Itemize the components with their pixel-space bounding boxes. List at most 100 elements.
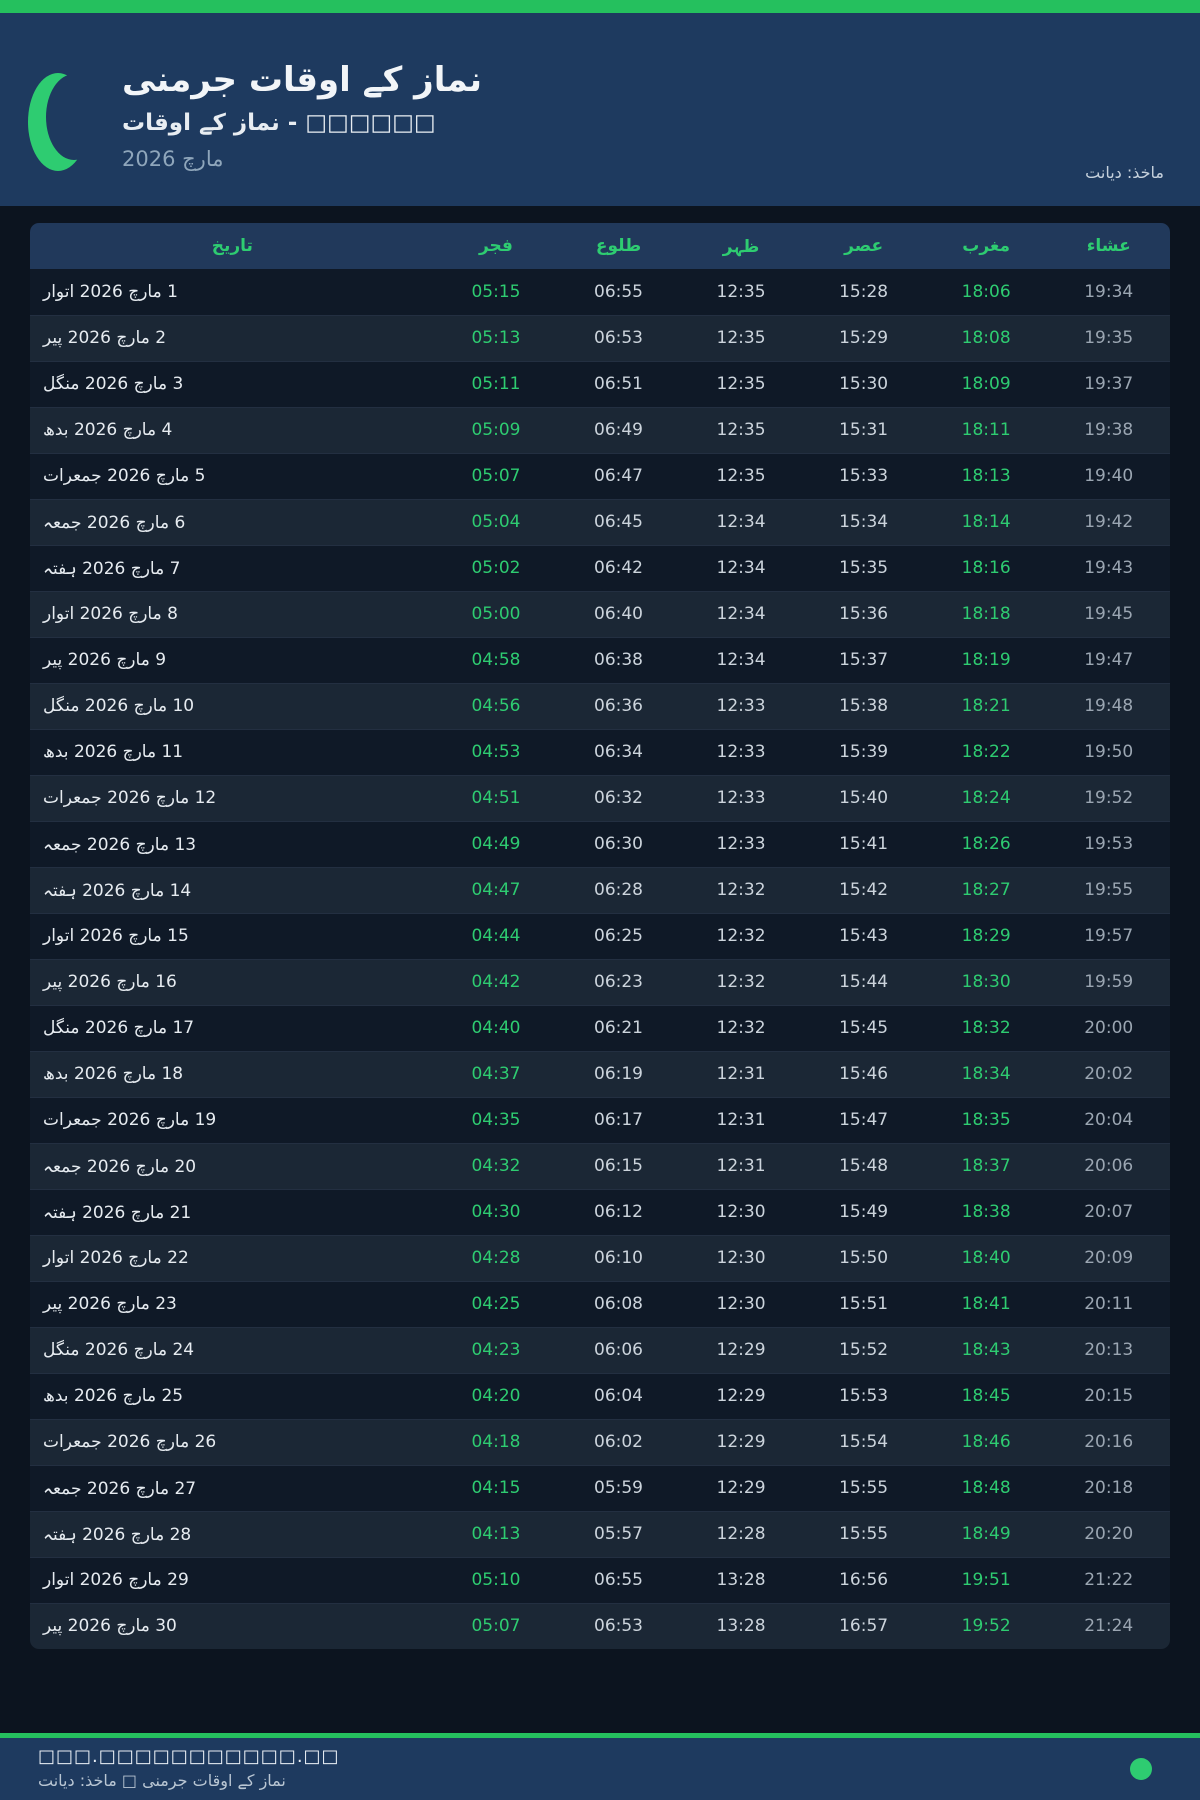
table-row: 20 مارچ 2026 جمعہ 04:32 06:15 12:31 15:48 18:… — [30, 1143, 1170, 1189]
column-header-5: مغرب — [924, 223, 1048, 269]
sunrise-time: 06:53 — [594, 328, 643, 348]
fajr-time: 04:30 — [471, 1202, 521, 1222]
zuhr-time: 12:34 — [716, 604, 766, 624]
date-cell: 14 مارچ 2026 ہفتہ — [43, 880, 192, 901]
asr-time: 15:28 — [839, 281, 889, 302]
isha-time: 21:22 — [1084, 1570, 1134, 1590]
asr-time: 15:52 — [839, 1340, 889, 1360]
asr-time: 15:34 — [839, 512, 889, 532]
sunrise-time: 06:32 — [594, 788, 643, 808]
sunrise-time: 06:04 — [594, 1386, 643, 1406]
zuhr-time: 12:29 — [716, 1340, 766, 1360]
table-row: 30 مارچ 2026 پیر 05:07 06:53 13:28 16:57 19:5… — [30, 1603, 1170, 1649]
asr-time: 15:55 — [839, 1478, 889, 1498]
maghrib-time: 18:43 — [961, 1340, 1011, 1360]
fajr-time: 05:00 — [471, 604, 521, 624]
table-row: 2 مارچ 2026 پیر 05:13 06:53 12:35 15:29 18:08… — [30, 315, 1170, 361]
asr-time: 15:47 — [839, 1110, 889, 1130]
isha-time: 19:48 — [1084, 696, 1134, 716]
maghrib-time: 18:21 — [961, 696, 1011, 716]
zuhr-time: 12:35 — [716, 281, 766, 302]
zuhr-time: 12:33 — [716, 834, 766, 854]
sunrise-time: 06:49 — [594, 420, 643, 440]
zuhr-time: 12:32 — [716, 926, 766, 946]
isha-time: 20:09 — [1084, 1248, 1134, 1268]
table-row: 7 مارچ 2026 ہفتہ 05:02 06:42 12:34 15:35 18:1… — [30, 545, 1170, 591]
sunrise-time: 06:38 — [594, 650, 643, 670]
column-header-6: عشاء — [1047, 223, 1170, 269]
fajr-time: 05:04 — [471, 512, 521, 532]
sunrise-time: 06:06 — [594, 1340, 643, 1360]
asr-time: 15:37 — [839, 650, 889, 670]
table-row: 26 مارچ 2026 جمعرات 04:18 06:02 12:29 15:54 1… — [30, 1419, 1170, 1465]
maghrib-time: 18:40 — [961, 1248, 1011, 1268]
maghrib-time: 18:46 — [961, 1432, 1011, 1452]
zuhr-time: 12:31 — [716, 1156, 766, 1176]
asr-time: 15:48 — [839, 1156, 889, 1176]
table-row: 25 مارچ 2026 بدھ 04:20 06:04 12:29 15:53 18:4… — [30, 1373, 1170, 1419]
maghrib-time: 18:34 — [961, 1064, 1011, 1084]
sunrise-time: 06:15 — [594, 1156, 643, 1176]
isha-time: 21:24 — [1084, 1616, 1134, 1637]
asr-time: 15:46 — [839, 1064, 889, 1084]
page-header: نماز کے اوقات جرمنی نماز کے اوقات - □□□□… — [0, 13, 1200, 206]
maghrib-time: 18:32 — [961, 1018, 1011, 1038]
fajr-time: 05:13 — [471, 328, 521, 348]
fajr-time: 05:11 — [471, 374, 521, 394]
zuhr-time: 12:29 — [716, 1478, 766, 1498]
fajr-time: 04:20 — [471, 1386, 521, 1406]
prayer-times-card: تاریخ فجر طلوع ظہر عصر مغرب عشاء 1 مارچ 2026 ا… — [30, 223, 1170, 1649]
crescent-moon-icon — [28, 73, 88, 171]
asr-time: 15:29 — [839, 328, 889, 348]
date-cell: 17 مارچ 2026 منگل — [43, 1018, 195, 1038]
sunrise-time: 06:51 — [594, 374, 643, 394]
maghrib-time: 18:37 — [961, 1156, 1011, 1176]
fajr-time: 04:13 — [471, 1524, 521, 1544]
zuhr-time: 12:32 — [716, 880, 766, 900]
date-cell: 20 مارچ 2026 جمعہ — [43, 1156, 197, 1177]
table-row: 5 مارچ 2026 جمعرات 05:07 06:47 12:35 15:33 18… — [30, 453, 1170, 499]
table-row: 16 مارچ 2026 پیر 04:42 06:23 12:32 15:44 18:3… — [30, 959, 1170, 1005]
zuhr-time: 12:34 — [716, 558, 766, 578]
date-cell: 21 مارچ 2026 ہفتہ — [43, 1202, 192, 1223]
sunrise-time: 06:30 — [594, 834, 643, 854]
zuhr-time: 12:33 — [716, 788, 766, 808]
fajr-time: 04:49 — [471, 834, 521, 854]
asr-time: 16:57 — [839, 1616, 889, 1637]
zuhr-time: 12:35 — [716, 420, 766, 440]
table-row: 18 مارچ 2026 بدھ 04:37 06:19 12:31 15:46 18:3… — [30, 1051, 1170, 1097]
asr-time: 15:41 — [839, 834, 889, 854]
sunrise-time: 06:36 — [594, 696, 643, 716]
isha-time: 19:35 — [1084, 328, 1134, 348]
fajr-time: 04:51 — [471, 788, 521, 808]
sunrise-time: 06:12 — [594, 1202, 643, 1222]
date-cell: 22 مارچ 2026 اتوار — [43, 1248, 189, 1268]
maghrib-time: 18:08 — [961, 328, 1011, 348]
date-cell: 3 مارچ 2026 منگل — [43, 374, 184, 394]
maghrib-time: 18:18 — [961, 604, 1011, 624]
isha-time: 19:34 — [1084, 281, 1134, 302]
table-row: 28 مارچ 2026 ہفتہ 04:13 05:57 12:28 15:55 18:… — [30, 1511, 1170, 1557]
isha-time: 19:57 — [1084, 926, 1134, 946]
sunrise-time: 06:17 — [594, 1110, 643, 1130]
page-footer: □□□.□□□□□□□□□□□.□□ نماز کے اوقات جرمنی □… — [0, 1738, 1200, 1800]
isha-time: 20:07 — [1084, 1202, 1134, 1222]
asr-time: 15:55 — [839, 1524, 889, 1544]
sunrise-time: 06:02 — [594, 1432, 643, 1452]
table-header-row: تاریخ فجر طلوع ظہر عصر مغرب عشاء — [30, 223, 1170, 269]
zuhr-time: 12:29 — [716, 1386, 766, 1406]
date-cell: 29 مارچ 2026 اتوار — [43, 1570, 189, 1590]
sunrise-time: 06:55 — [594, 281, 643, 302]
column-header-4: عصر — [802, 223, 925, 269]
zuhr-time: 12:34 — [716, 650, 766, 670]
isha-time: 19:45 — [1084, 604, 1134, 624]
table-row: 13 مارچ 2026 جمعہ 04:49 06:30 12:33 15:41 18:… — [30, 821, 1170, 867]
sunrise-time: 06:47 — [594, 466, 643, 486]
date-cell: 30 مارچ 2026 پیر — [43, 1616, 177, 1637]
asr-time: 15:45 — [839, 1018, 889, 1038]
fajr-time: 04:23 — [471, 1340, 521, 1360]
month-year-label: مارچ 2026 — [122, 146, 224, 171]
maghrib-time: 18:29 — [961, 926, 1011, 946]
maghrib-time: 18:30 — [961, 972, 1011, 992]
date-cell: 11 مارچ 2026 بدھ — [43, 742, 184, 762]
